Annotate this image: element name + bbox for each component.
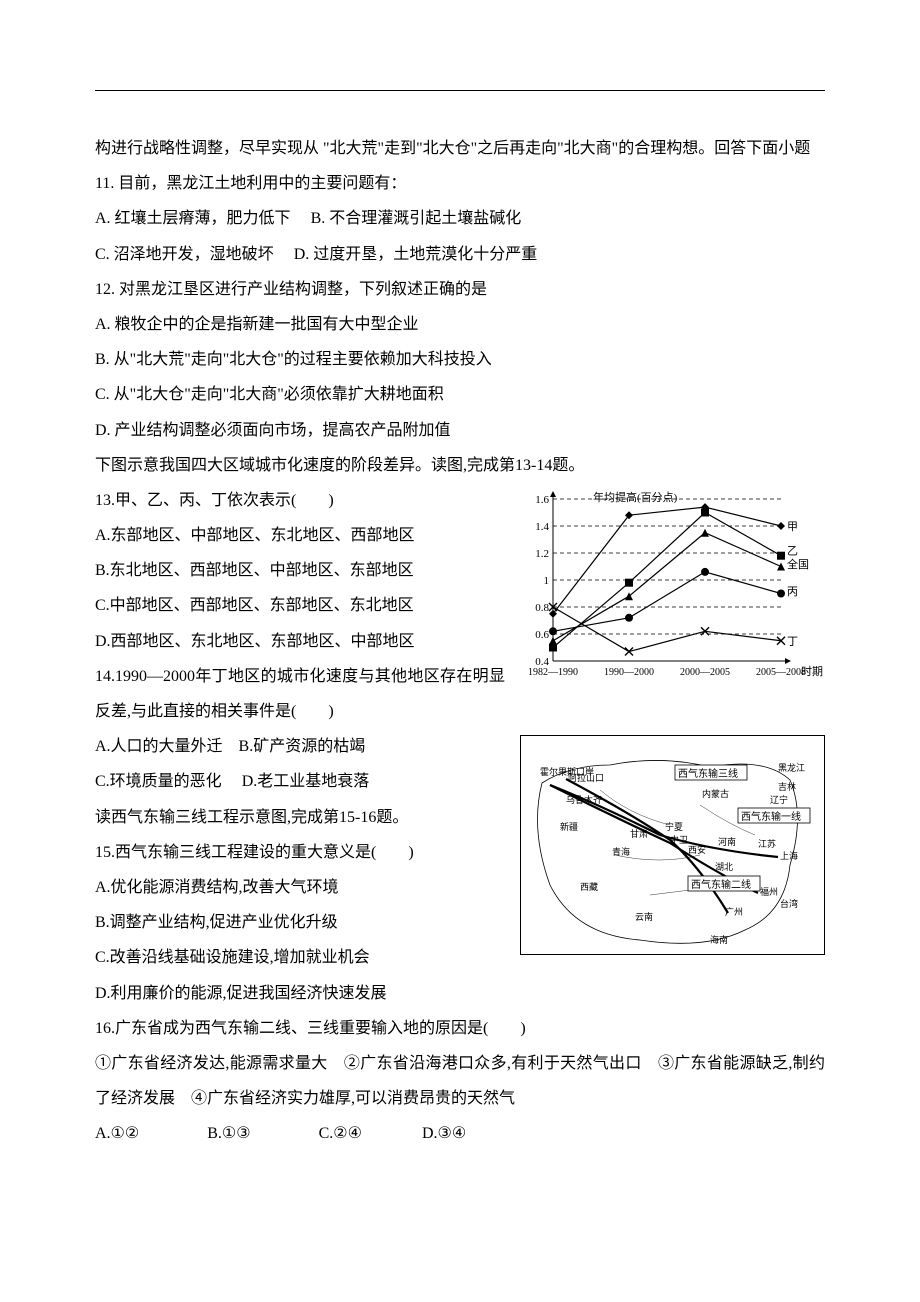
q16-options: A.①② B.①③ C.②④ D.③④ — [95, 1116, 825, 1151]
svg-text:1.4: 1.4 — [535, 521, 549, 533]
map-pipeline: 霍尔果斯口岸阿拉山口乌鲁木齐新疆甘肃青海西藏内蒙古黑龙江吉林辽宁宁夏中卫西安河南… — [520, 735, 825, 955]
svg-text:中卫: 中卫 — [670, 834, 688, 845]
q11-d: D. 过度开垦，土地荒漠化十分严重 — [294, 246, 538, 263]
svg-text:乌鲁木齐: 乌鲁木齐 — [566, 794, 602, 805]
svg-text:2000—2005: 2000—2005 — [680, 667, 730, 678]
q15-d: D.利用廉价的能源,促进我国经济快速发展 — [95, 976, 825, 1011]
q11-b: B. 不合理灌溉引起土壤盐碱化 — [311, 210, 522, 227]
svg-text:西安: 西安 — [688, 844, 706, 855]
svg-text:1: 1 — [544, 575, 550, 587]
svg-text:辽宁: 辽宁 — [770, 794, 788, 805]
svg-text:丙: 丙 — [787, 586, 798, 598]
svg-text:宁夏: 宁夏 — [665, 821, 683, 832]
q14-c: C.环境质量的恶化 — [95, 773, 222, 790]
svg-text:福州: 福州 — [760, 886, 778, 897]
svg-text:西气东输一线: 西气东输一线 — [741, 810, 801, 823]
svg-text:1.2: 1.2 — [535, 548, 549, 560]
svg-text:上海: 上海 — [780, 850, 798, 861]
svg-text:江苏: 江苏 — [758, 838, 776, 849]
q12-b: B. 从"北大荒"走向"北大仓"的过程主要依赖加大科技投入 — [95, 342, 825, 377]
svg-text:乙: 乙 — [787, 544, 798, 557]
exam-page: 构进行战略性调整，尽早实现从 "北大荒"走到"北大仓"之后再走向"北大商"的合理… — [0, 0, 920, 1211]
svg-text:云南: 云南 — [635, 911, 653, 922]
q11-stem: 11. 目前，黑龙江土地利用中的主要问题有： — [95, 166, 825, 201]
svg-text:甘肃: 甘肃 — [630, 828, 648, 839]
svg-text:吉林: 吉林 — [778, 781, 796, 792]
svg-text:1982—1990: 1982—1990 — [528, 667, 578, 678]
q11-options-cd: C. 沼泽地开发，湿地破坏 D. 过度开垦，土地荒漠化十分严重 — [95, 237, 825, 272]
q11-options-ab: A. 红壤土层瘠薄，肥力低下 B. 不合理灌溉引起土壤盐碱化 — [95, 201, 825, 236]
q12-a: A. 粮牧企中的企是指新建一批国有大中型企业 — [95, 307, 825, 342]
q16-b: B.①③ — [207, 1125, 250, 1142]
q12-c: C. 从"北大仓"走向"北大商"必须依靠扩大耕地面积 — [95, 377, 825, 412]
q12-stem: 12. 对黑龙江垦区进行产业结构调整，下列叙述正确的是 — [95, 272, 825, 307]
svg-text:西气东输二线: 西气东输二线 — [691, 878, 751, 891]
intro-13-14: 下图示意我国四大区域城市化速度的阶段差异。读图,完成第13-14题。 — [95, 448, 825, 483]
svg-text:年均提高(百分点): 年均提高(百分点) — [593, 490, 678, 504]
chart-svg: 年均提高(百分点)0.40.60.811.21.41.61982—1990199… — [515, 489, 825, 689]
svg-text:内蒙古: 内蒙古 — [702, 788, 729, 799]
svg-text:西气东输三线: 西气东输三线 — [678, 767, 738, 780]
svg-text:新疆: 新疆 — [560, 821, 578, 832]
svg-text:2005—2008: 2005—2008 — [756, 667, 806, 678]
svg-text:西藏: 西藏 — [580, 881, 598, 892]
svg-text:广州: 广州 — [725, 906, 743, 917]
svg-text:台湾: 台湾 — [780, 898, 798, 909]
q11-a: A. 红壤土层瘠薄，肥力低下 — [95, 210, 291, 227]
svg-text:1990—2000: 1990—2000 — [604, 667, 654, 678]
svg-text:河南: 河南 — [718, 836, 736, 847]
q16-d: D.③④ — [422, 1125, 466, 1142]
q16-body: ①广东省经济发达,能源需求量大 ②广东省沿海港口众多,有利于天然气出口 ③广东省… — [95, 1046, 825, 1116]
svg-text:全国: 全国 — [787, 557, 809, 571]
svg-text:0.6: 0.6 — [535, 629, 549, 641]
map-svg: 霍尔果斯口岸阿拉山口乌鲁木齐新疆甘肃青海西藏内蒙古黑龙江吉林辽宁宁夏中卫西安河南… — [520, 735, 825, 955]
q12-d: D. 产业结构调整必须面向市场，提高农产品附加值 — [95, 413, 825, 448]
svg-text:黑龙江: 黑龙江 — [778, 762, 805, 773]
q16-c: C.②④ — [319, 1125, 362, 1142]
intro-continuation: 构进行战略性调整，尽早实现从 "北大荒"走到"北大仓"之后再走向"北大商"的合理… — [95, 131, 825, 166]
svg-text:1.6: 1.6 — [535, 494, 549, 506]
svg-text:阿拉山口: 阿拉山口 — [568, 772, 604, 783]
top-rule — [95, 90, 825, 91]
q16-a: A.①② — [95, 1125, 139, 1142]
svg-text:甲: 甲 — [787, 521, 798, 533]
q11-c: C. 沼泽地开发，湿地破坏 — [95, 246, 274, 263]
svg-text:青海: 青海 — [612, 846, 630, 857]
q16-stem: 16.广东省成为西气东输二线、三线重要输入地的原因是( ) — [95, 1011, 825, 1046]
svg-text:时期: 时期 — [801, 665, 823, 678]
svg-text:湖北: 湖北 — [715, 862, 733, 872]
svg-text:丁: 丁 — [787, 636, 798, 648]
svg-text:0.8: 0.8 — [535, 602, 549, 614]
chart-urbanization: 年均提高(百分点)0.40.60.811.21.41.61982—1990199… — [515, 489, 825, 689]
q14-d: D.老工业基地衰落 — [242, 773, 370, 790]
svg-text:海南: 海南 — [710, 934, 728, 945]
